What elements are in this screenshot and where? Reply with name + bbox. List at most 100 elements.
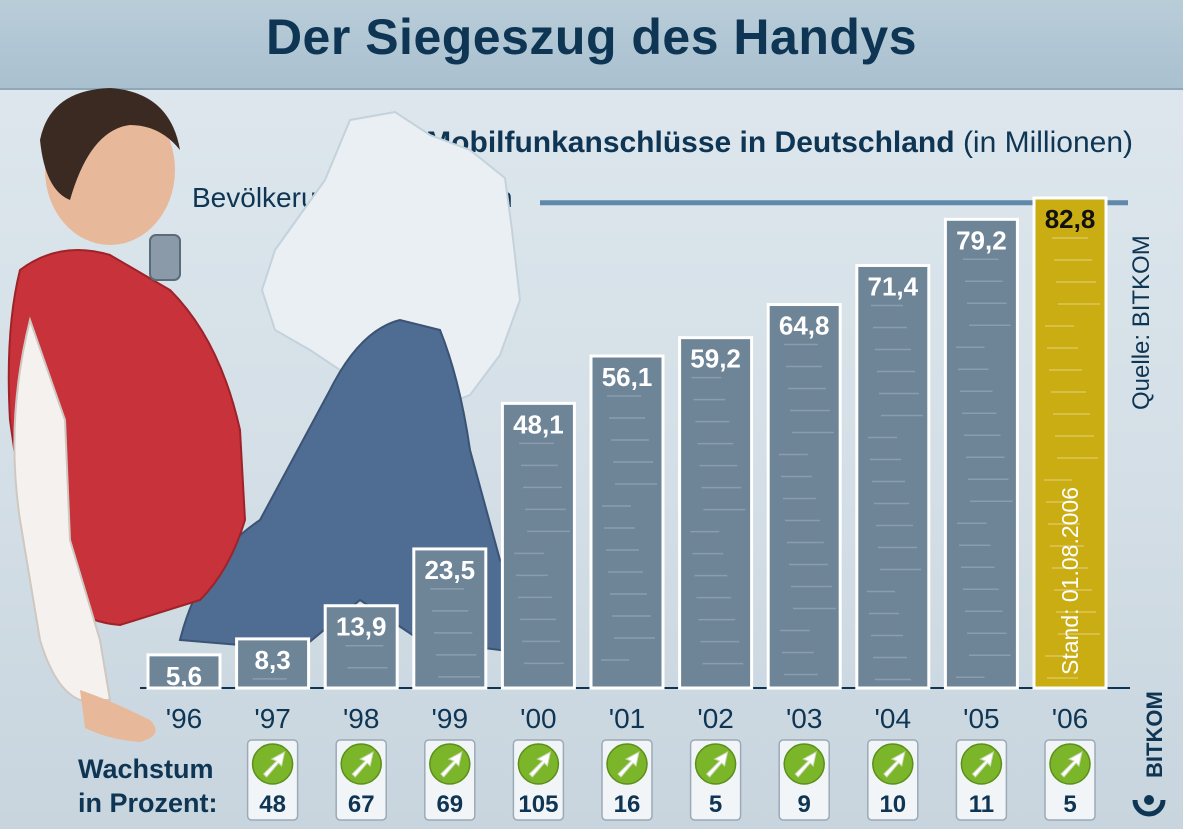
x-tick-label: '06 xyxy=(1052,703,1089,734)
bar-value-label: 56,1 xyxy=(602,362,653,392)
growth-tiles-layer: 48 67 69 105 16 5 9 10 11 5 xyxy=(246,739,1096,821)
x-tick-label: '97 xyxy=(254,703,291,734)
up-arrow-icon xyxy=(971,751,995,778)
bar xyxy=(500,401,576,690)
subtitle-main: Mobilfunkanschlüsse in Deutschland xyxy=(426,126,955,159)
up-arrow-icon xyxy=(794,751,817,778)
green-circle-icon xyxy=(1049,743,1091,785)
bar-value-label: 59,2 xyxy=(690,344,741,374)
green-circle-icon xyxy=(340,743,382,785)
bar-group: 82,8 Stand: 01.08.2006 xyxy=(1032,196,1108,690)
up-arrow-icon xyxy=(883,751,906,778)
growth-value: 105 xyxy=(518,791,558,818)
green-circle-icon xyxy=(251,743,294,785)
growth-tile: 48 xyxy=(246,739,299,821)
subtitle-unit: (in Millionen) xyxy=(962,126,1133,159)
x-tick-label: '99 xyxy=(432,703,469,734)
bar xyxy=(1032,196,1108,690)
bar-value-label: 48,1 xyxy=(513,409,564,439)
bar-value-label: 79,2 xyxy=(956,225,1007,255)
bitkom-logo-icon xyxy=(1132,795,1166,817)
up-arrow-icon xyxy=(705,751,729,778)
phone-shape xyxy=(149,234,181,281)
bar-group: 79,2 xyxy=(943,217,1019,690)
bar xyxy=(412,547,488,690)
bar-value-label: 71,4 xyxy=(867,271,918,301)
bar xyxy=(146,653,222,690)
title-bar xyxy=(0,0,1183,90)
up-arrow-icon xyxy=(351,751,374,778)
growth-label-line-2: in Prozent: xyxy=(78,788,218,818)
hand-shape xyxy=(80,690,156,742)
chart-title: Der Siegeszug des Handys xyxy=(265,9,918,65)
bar xyxy=(943,217,1019,690)
x-tick-label: '00 xyxy=(520,703,557,734)
growth-tile: 5 xyxy=(1044,739,1096,821)
bars-layer: 5,6 '96 8,3 '97 13,9 '98 23,5 '99 48,1 '00 56,1 '01… xyxy=(140,196,1130,734)
green-circle-icon xyxy=(783,743,825,785)
bar-value-label: 23,5 xyxy=(424,555,475,585)
growth-value: 48 xyxy=(259,791,286,818)
bar-group: 5,6 xyxy=(146,653,222,691)
green-circle-icon xyxy=(694,743,737,785)
bar-group: 64,8 xyxy=(766,303,842,690)
up-arrow-icon xyxy=(617,751,640,778)
green-circle-icon xyxy=(872,743,914,785)
growth-tile: 16 xyxy=(601,739,653,821)
x-tick-label: '03 xyxy=(786,703,823,734)
growth-tile: 105 xyxy=(512,739,565,821)
up-arrow-icon xyxy=(528,751,552,778)
sleeve-shape xyxy=(13,316,112,701)
bar-group: 59,2 xyxy=(678,336,754,690)
growth-tile: 10 xyxy=(867,739,919,821)
up-arrow-icon xyxy=(440,751,463,778)
green-circle-icon xyxy=(960,743,1003,785)
stand-date-label: Stand: 01.08.2006 xyxy=(1057,487,1083,675)
bar xyxy=(678,336,754,690)
growth-value: 16 xyxy=(614,791,641,818)
bar-group: 56,1 xyxy=(589,354,665,690)
bar-group: 48,1 xyxy=(500,401,576,690)
green-circle-icon xyxy=(606,743,648,785)
growth-value: 5 xyxy=(709,791,722,818)
growth-tile: 9 xyxy=(778,739,830,821)
growth-label-line-1: Wachstum xyxy=(78,754,214,784)
growth-tile: 69 xyxy=(424,739,476,821)
bar-value-label: 82,8 xyxy=(1045,204,1096,234)
bar-group: 23,5 xyxy=(412,547,488,690)
x-tick-label: '01 xyxy=(609,703,646,734)
growth-value: 9 xyxy=(798,791,811,818)
growth-tile: 11 xyxy=(955,739,1008,821)
bar-value-label: 13,9 xyxy=(336,612,387,642)
growth-tile: 5 xyxy=(689,739,742,821)
x-tick-label: '98 xyxy=(343,703,380,734)
bar-value-label: 5,6 xyxy=(166,661,202,691)
bar-group: 71,4 xyxy=(855,263,931,690)
bar xyxy=(235,637,311,690)
bar xyxy=(589,354,665,690)
bar-group: 13,9 xyxy=(323,604,399,690)
x-tick-label: '05 xyxy=(963,703,1000,734)
green-circle-icon xyxy=(429,743,471,785)
bar xyxy=(855,263,931,690)
growth-value: 69 xyxy=(436,791,463,818)
up-arrow-icon xyxy=(262,751,286,778)
bar-value-label: 64,8 xyxy=(779,311,830,341)
growth-label: Wachstum in Prozent: xyxy=(78,752,218,820)
bar xyxy=(766,303,842,690)
up-arrow-icon xyxy=(1060,751,1083,778)
bar xyxy=(323,604,399,690)
growth-tile: 67 xyxy=(335,739,387,821)
green-circle-icon xyxy=(517,743,560,785)
x-tick-label: '02 xyxy=(697,703,734,734)
growth-value: 11 xyxy=(969,791,994,818)
hair-shape xyxy=(40,88,180,200)
chart-subtitle: Mobilfunkanschlüsse in Deutschland (in M… xyxy=(426,126,1133,160)
growth-value: 10 xyxy=(879,791,906,818)
x-tick-label: '04 xyxy=(875,703,912,734)
growth-value: 67 xyxy=(348,791,375,818)
bar-value-label: 8,3 xyxy=(255,645,291,675)
bar-group: 8,3 xyxy=(235,637,311,690)
